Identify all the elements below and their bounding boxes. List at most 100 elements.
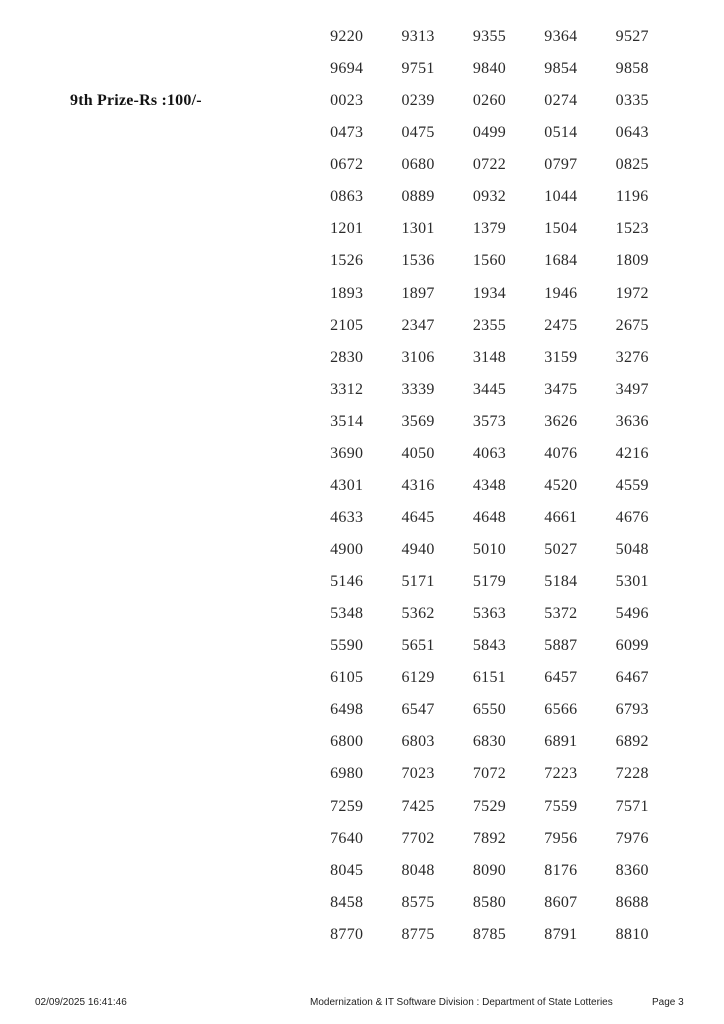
prize-number: 0475 (401, 124, 435, 142)
prize-number: 1196 (615, 188, 649, 206)
prize-number: 8810 (615, 925, 649, 943)
prize-number: 7259 (330, 797, 364, 815)
prize-number: 3475 (544, 380, 578, 398)
prize-number: 1560 (472, 252, 507, 270)
prize-number: 4940 (401, 541, 435, 559)
prize-number: 6830 (472, 733, 507, 751)
prize-number: 6800 (330, 733, 364, 751)
prize-number: 3569 (401, 412, 435, 430)
prize-number: 6803 (401, 733, 435, 751)
prize-number: 8580 (472, 893, 507, 911)
prize-number: 2105 (330, 316, 364, 334)
prize-number: 6891 (544, 733, 578, 751)
prize-number: 5372 (544, 605, 578, 623)
number-row: 8770 8775 8785 8791 8810 (311, 919, 668, 951)
number-row: 4633 4645 4648 4661 4676 (311, 502, 668, 534)
number-row: 8045 8048 8090 8176 8360 (311, 855, 668, 887)
winning-numbers-grid: 9220 9313 9355 9364 9527 9694 9751 9840 9854 9858… (311, 21, 668, 951)
prize-number: 4633 (330, 508, 364, 526)
prize-number: 0863 (330, 188, 364, 206)
prize-number: 9313 (401, 28, 435, 46)
number-row: 2105 2347 2355 2475 2675 (311, 310, 668, 342)
number-row: 0473 0475 0499 0514 0643 (311, 117, 668, 149)
prize-number: 9840 (472, 60, 507, 78)
prize-number: 6892 (615, 733, 649, 751)
prize-number: 3636 (615, 412, 649, 430)
prize-number: 0499 (472, 124, 507, 142)
prize-tier-label: 9th Prize-Rs :100/- (70, 92, 202, 109)
prize-number: 1044 (544, 188, 578, 206)
prize-number: 0473 (330, 124, 364, 142)
prize-number: 3339 (401, 380, 435, 398)
prize-number: 0260 (472, 92, 507, 110)
prize-number: 4648 (472, 508, 507, 526)
prize-number: 3312 (330, 380, 364, 398)
prize-number: 4076 (544, 444, 578, 462)
footer-page-number: Page 3 (652, 997, 684, 1008)
prize-number: 4645 (401, 508, 435, 526)
prize-number: 4661 (544, 508, 578, 526)
prize-number: 2675 (615, 316, 649, 334)
prize-number: 4316 (401, 476, 435, 494)
prize-number: 9527 (615, 28, 649, 46)
prize-number: 9858 (615, 60, 649, 78)
number-row: 6498 6547 6550 6566 6793 (311, 694, 668, 726)
prize-number: 4216 (615, 444, 649, 462)
prize-number: 6151 (472, 669, 507, 687)
prize-number: 3159 (544, 348, 578, 366)
prize-number: 7702 (401, 829, 435, 847)
prize-number: 1684 (544, 252, 578, 270)
prize-number: 3106 (401, 348, 435, 366)
number-row: 0863 0889 0932 1044 1196 (311, 181, 668, 213)
prize-number: 7072 (472, 765, 507, 783)
prize-number: 0722 (472, 156, 507, 174)
prize-number: 0514 (544, 124, 578, 142)
number-row: 0672 0680 0722 0797 0825 (311, 149, 668, 181)
prize-number: 5301 (615, 573, 649, 591)
number-row: 1893 1897 1934 1946 1972 (311, 278, 668, 310)
number-row: 3690 4050 4063 4076 4216 (311, 438, 668, 470)
prize-number: 2355 (472, 316, 507, 334)
prize-number: 6980 (330, 765, 364, 783)
prize-number: 1893 (330, 284, 364, 302)
prize-number: 8775 (401, 925, 435, 943)
prize-number: 3497 (615, 380, 649, 398)
prize-number: 8176 (544, 861, 578, 879)
prize-number: 6566 (544, 701, 578, 719)
prize-number: 4520 (544, 476, 578, 494)
prize-number: 5184 (544, 573, 578, 591)
prize-number: 9751 (401, 60, 435, 78)
prize-number: 1201 (330, 220, 364, 238)
prize-number: 6498 (330, 701, 364, 719)
number-row: 2830 3106 3148 3159 3276 (311, 342, 668, 374)
prize-number: 5048 (615, 541, 649, 559)
prize-number: 6457 (544, 669, 578, 687)
prize-number: 0680 (401, 156, 435, 174)
prize-number: 3445 (472, 380, 507, 398)
prize-number: 3626 (544, 412, 578, 430)
prize-number: 1379 (472, 220, 507, 238)
prize-number: 5010 (472, 541, 507, 559)
prize-number: 6793 (615, 701, 649, 719)
prize-number: 0889 (401, 188, 435, 206)
prize-number: 5651 (401, 637, 435, 655)
number-row: 7259 7425 7529 7559 7571 (311, 791, 668, 823)
number-row: 6980 7023 7072 7223 7228 (311, 758, 668, 790)
prize-number: 1934 (472, 284, 507, 302)
prize-number: 1523 (615, 220, 649, 238)
footer-division-name: Modernization & IT Software Division : D… (310, 997, 613, 1008)
prize-number: 5362 (401, 605, 435, 623)
prize-number: 8785 (472, 925, 507, 943)
prize-number: 8045 (330, 861, 364, 879)
prize-number: 4900 (330, 541, 364, 559)
prize-number: 1897 (401, 284, 435, 302)
prize-number: 9854 (544, 60, 578, 78)
prize-number: 4348 (472, 476, 507, 494)
prize-number: 7023 (401, 765, 435, 783)
number-row: 1526 1536 1560 1684 1809 (311, 245, 668, 277)
prize-number: 0825 (615, 156, 649, 174)
prize-number: 6550 (472, 701, 507, 719)
prize-number: 0643 (615, 124, 649, 142)
number-row: 9220 9313 9355 9364 9527 (311, 21, 668, 53)
